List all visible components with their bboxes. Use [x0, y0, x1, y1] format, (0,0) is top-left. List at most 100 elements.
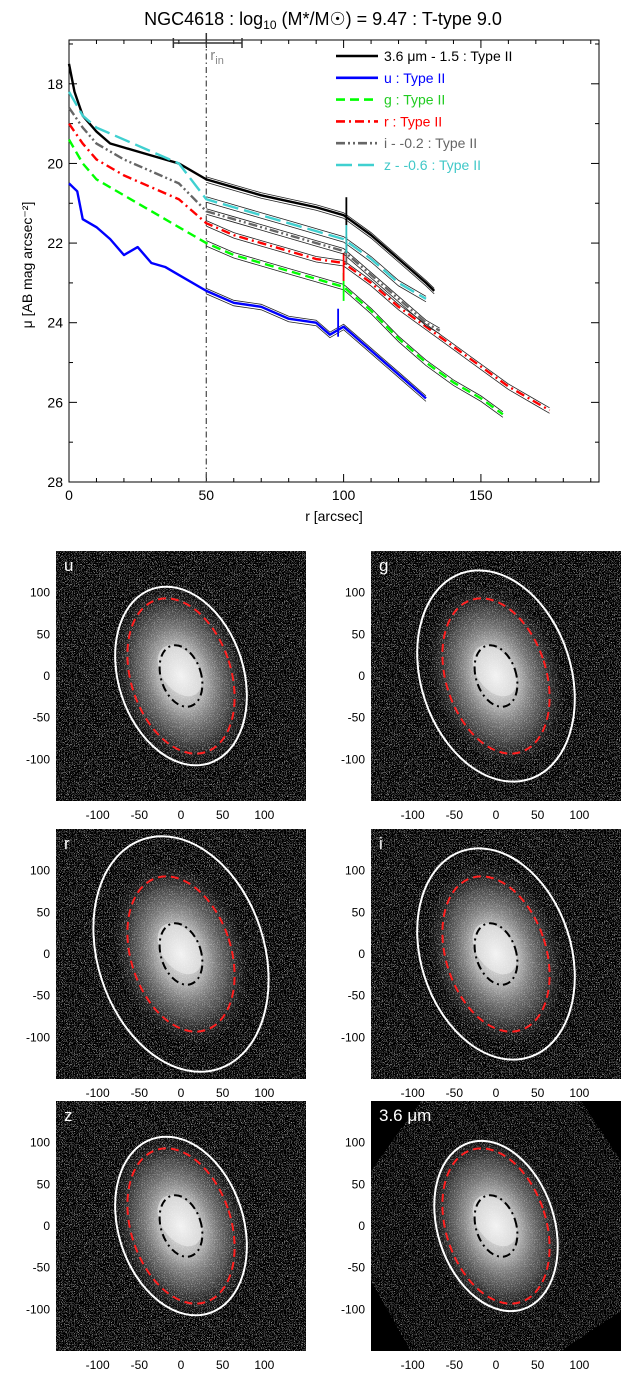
rin-label: rin — [210, 47, 224, 67]
outer-ellipse — [114, 1135, 248, 1317]
image-y-tick-label: 100 — [345, 1136, 365, 1150]
galaxy-core — [157, 923, 202, 975]
legend-label-2: g : Type II — [384, 92, 445, 108]
y-tick-label: 18 — [47, 76, 63, 92]
image-y-tick-label: -100 — [26, 1302, 50, 1316]
image-y-tick-label: 0 — [43, 1219, 50, 1233]
image-x-tick-label: -50 — [446, 1358, 464, 1372]
outer-ellipse — [92, 835, 270, 1073]
title-rest: (M*/M☉) = 9.47 : T-type 9.0 — [277, 9, 502, 29]
image-y-tick-label: 100 — [30, 586, 50, 600]
fit-line-b-2 — [206, 240, 504, 413]
profile-chart: NGC4618 : log10 (M*/M☉) = 9.47 : T-type … — [19, 9, 600, 524]
x-tick-label: 0 — [65, 487, 73, 503]
image-panel-r: r -100 -50 0 50 100 100 50 0 -50 -100 — [26, 829, 306, 1100]
galaxy-core — [472, 645, 517, 697]
outer-ellipse — [416, 569, 576, 783]
x-axis-label: r [arcsec] — [305, 508, 363, 524]
inner-ellipse — [473, 644, 519, 708]
image-x-tick-label: 0 — [178, 808, 185, 822]
fit-line-b-0 — [206, 176, 435, 289]
series-line-3 — [68, 122, 551, 412]
panel-image — [56, 551, 306, 801]
y-axis-label: μ [AB mag arcsec⁻²] — [19, 202, 35, 329]
break-ellipse — [441, 875, 551, 1033]
image-x-tick-label: 50 — [216, 808, 230, 822]
image-x-tick-label: 100 — [254, 808, 274, 822]
profile-series — [67, 63, 551, 418]
image-x-tick-label: 100 — [254, 1086, 274, 1100]
rin-subscript: in — [215, 55, 224, 67]
panel-label: i — [379, 834, 383, 853]
outer-ellipse — [433, 1139, 559, 1313]
image-x-tick-label: 50 — [216, 1358, 230, 1372]
image-x-tick-label: 0 — [178, 1358, 185, 1372]
image-y-tick-label: 100 — [345, 864, 365, 878]
x-tick-label: 50 — [199, 487, 215, 503]
series-line-1 — [68, 182, 427, 400]
x-tick-label: 100 — [332, 487, 356, 503]
break-ellipse — [126, 875, 236, 1033]
panel-image — [56, 1101, 306, 1351]
image-y-tick-label: -100 — [26, 1030, 50, 1044]
legend-label-0: 3.6 μm - 1.5 : Type II — [384, 48, 512, 64]
image-y-tick-label: -50 — [348, 1261, 366, 1275]
fit-line-b-3 — [206, 220, 550, 409]
legend-label-1: u : Type II — [384, 70, 445, 86]
image-y-tick-label: -100 — [341, 1030, 365, 1044]
image-panels: u -100 -50 0 50 100 100 50 0 -50 -100 g -100 -50 0 50 10… — [26, 551, 621, 1372]
panel-label: z — [64, 1106, 73, 1125]
image-y-tick-label: -50 — [33, 711, 51, 725]
image-panel-g: g -100 -50 0 50 100 100 50 0 -50 -100 — [341, 551, 621, 822]
fit-line-b-4 — [206, 208, 440, 329]
fit-line-2 — [206, 245, 504, 418]
x-tick-label: 150 — [469, 487, 493, 503]
fit-line-3 — [206, 225, 550, 414]
y-tick-label: 22 — [47, 235, 63, 251]
image-x-tick-label: -100 — [86, 1086, 110, 1100]
image-x-tick-label: -50 — [131, 1086, 149, 1100]
image-y-tick-label: 0 — [358, 669, 365, 683]
fit-line-0 — [206, 181, 435, 295]
galaxy-core — [472, 923, 517, 975]
galaxy-core — [157, 645, 202, 697]
break-ellipse — [126, 1147, 236, 1305]
series-line-4 — [68, 107, 441, 332]
image-x-tick-label: -100 — [401, 808, 425, 822]
image-x-tick-label: 100 — [569, 808, 589, 822]
break-ellipse — [441, 597, 551, 755]
image-x-tick-label: -100 — [86, 1358, 110, 1372]
image-y-tick-label: 0 — [43, 669, 50, 683]
image-x-tick-label: 0 — [493, 808, 500, 822]
image-y-tick-label: -50 — [33, 989, 51, 1003]
image-y-tick-label: 50 — [37, 1177, 51, 1191]
image-x-tick-label: 100 — [569, 1086, 589, 1100]
y-tick-label: 24 — [47, 315, 63, 331]
series-line-0 — [67, 63, 436, 292]
fit-line-4 — [206, 213, 440, 335]
image-x-tick-label: -100 — [86, 808, 110, 822]
panel-image — [56, 829, 306, 1079]
image-x-tick-label: 100 — [569, 1358, 589, 1372]
image-y-tick-label: 100 — [30, 1136, 50, 1150]
legend-label-4: i - -0.2 : Type II — [384, 135, 477, 151]
image-y-tick-label: 50 — [352, 1177, 366, 1191]
profile-axes: 0 50 100 150 18 20 22 24 26 28 rin — [47, 33, 599, 503]
image-x-tick-label: 0 — [178, 1086, 185, 1100]
image-x-tick-label: 100 — [254, 1358, 274, 1372]
image-y-tick-label: 0 — [43, 947, 50, 961]
panel-label: u — [64, 556, 73, 575]
plot-frame — [68, 39, 600, 483]
inner-ellipse — [158, 922, 204, 986]
image-panel-36m: 3.6 μm -100 -50 0 50 100 100 50 0 -50 -100 — [341, 1101, 621, 1372]
fit-line-5 — [206, 201, 427, 303]
y-tick-label: 20 — [47, 155, 63, 171]
image-x-tick-label: 0 — [493, 1358, 500, 1372]
inner-ellipse — [473, 922, 519, 986]
image-y-tick-label: 50 — [352, 627, 366, 641]
image-y-tick-label: -50 — [33, 1261, 51, 1275]
panel-image — [371, 829, 621, 1079]
image-y-tick-label: -50 — [348, 711, 366, 725]
outer-ellipse — [114, 585, 248, 767]
